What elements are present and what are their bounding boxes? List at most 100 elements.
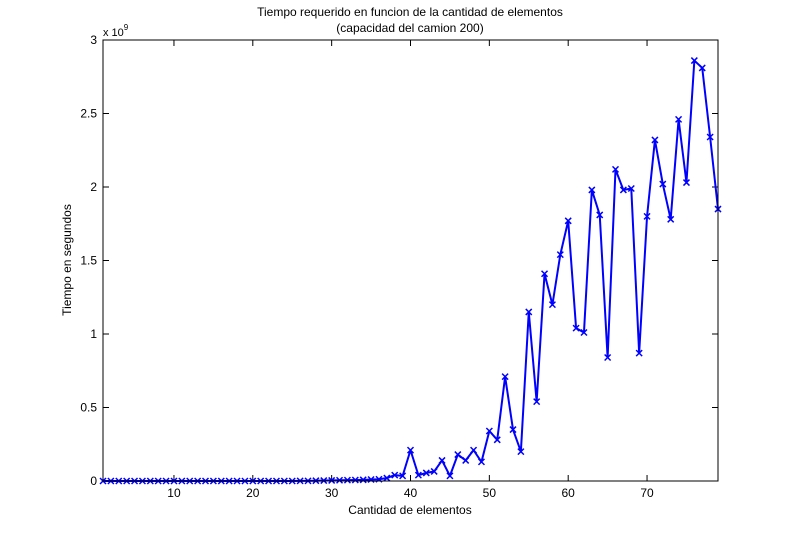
data-point-stroke [675, 115, 683, 123]
data-point [651, 136, 659, 144]
data-point [438, 456, 446, 464]
data-point-stroke [336, 476, 344, 484]
data-point [525, 308, 533, 316]
exponent-power: 9 [124, 23, 129, 32]
data-point-stroke [556, 251, 564, 259]
data-point [343, 476, 351, 484]
data-point [509, 426, 517, 434]
data-point-stroke [422, 469, 430, 477]
x-tick-label: 70 [640, 486, 654, 500]
data-point [422, 469, 430, 477]
data-point-stroke [438, 456, 446, 464]
data-point-stroke [470, 446, 478, 454]
data-point-stroke [430, 467, 438, 475]
plot-frame [102, 39, 719, 482]
data-point-stroke [462, 456, 470, 464]
data-point-stroke [391, 471, 399, 479]
data-point-stroke [627, 184, 635, 193]
data-point [359, 476, 367, 484]
data-point [564, 217, 572, 225]
exponent-label: x 109 [103, 23, 129, 39]
y-tick-label: 3 [90, 33, 97, 47]
data-point [399, 472, 407, 480]
y-tick-label: 1.5 [80, 254, 97, 268]
tick-label-layer: 10 20 30 40 50 60 70 0 0.5 1 1.5 2 2.5 3 [80, 33, 654, 500]
data-point-stroke [588, 186, 596, 194]
data-point [627, 184, 635, 193]
data-point-stroke [517, 448, 525, 456]
chart-title: Tiempo requerido en funcion de la cantid… [257, 5, 563, 19]
plot-area [103, 40, 718, 481]
data-point-stroke [548, 301, 556, 309]
data-point-stroke [399, 472, 407, 480]
data-point-stroke [414, 471, 422, 479]
data-point [430, 467, 438, 475]
data-point [541, 270, 549, 278]
data-point [470, 446, 478, 454]
data-point [698, 64, 706, 72]
y-tick-label: 0 [90, 474, 97, 488]
data-point [391, 471, 399, 479]
data-point [580, 328, 588, 337]
data-point-stroke [564, 217, 572, 225]
data-point-stroke [643, 212, 651, 220]
data-point-stroke [667, 215, 675, 223]
data-point [517, 448, 525, 456]
data-point [485, 427, 493, 435]
data-point-stroke [501, 373, 509, 381]
data-point-stroke [383, 474, 391, 482]
data-point-stroke [572, 324, 580, 332]
data-point [667, 215, 675, 223]
data-point-stroke [659, 180, 667, 188]
data-point [446, 472, 454, 480]
data-point [501, 373, 509, 381]
data-point [367, 475, 375, 484]
data-point [690, 57, 698, 65]
data-point [533, 398, 541, 406]
data-point [635, 349, 643, 357]
data-point-stroke [367, 475, 375, 484]
data-point-stroke [525, 308, 533, 316]
data-point [351, 476, 359, 484]
data-point-stroke [651, 136, 659, 144]
x-tick-label: 60 [562, 486, 576, 500]
data-point-stroke [706, 133, 714, 141]
data-point-stroke [533, 398, 541, 406]
data-point-stroke [485, 427, 493, 435]
y-tick-label: 2.5 [80, 107, 97, 121]
x-tick-label: 10 [167, 486, 181, 500]
y-tick-label: 0.5 [80, 401, 97, 415]
data-point-stroke [351, 476, 359, 484]
data-point-stroke [604, 353, 612, 362]
data-point-stroke [682, 179, 690, 187]
data-point-stroke [619, 186, 627, 194]
data-point [572, 324, 580, 332]
data-point-stroke [698, 64, 706, 72]
data-point-stroke [343, 476, 351, 484]
data-point [493, 436, 501, 444]
chart-subtitle: (capacidad del camion 200) [336, 21, 483, 35]
data-point [454, 451, 462, 459]
data-point-stroke [690, 57, 698, 65]
data-point [659, 180, 667, 188]
data-point [682, 179, 690, 187]
data-point [414, 471, 422, 479]
data-point-stroke [406, 446, 415, 454]
data-point-stroke [509, 426, 517, 434]
data-point [548, 301, 556, 309]
x-axis-label: Cantidad de elementos [348, 503, 471, 517]
data-point [619, 186, 627, 194]
data-point [588, 186, 596, 194]
x-tick-label: 40 [404, 486, 418, 500]
y-tick-label: 2 [90, 180, 97, 194]
data-point-stroke [477, 458, 485, 466]
y-axis-label: Tiempo en segundos [60, 204, 74, 316]
x-tick-label: 30 [325, 486, 339, 500]
ticks-layer [103, 39, 718, 482]
data-point [604, 353, 612, 362]
data-point-stroke [596, 211, 604, 219]
data-point-stroke [611, 165, 620, 173]
data-point-stroke [493, 436, 501, 444]
